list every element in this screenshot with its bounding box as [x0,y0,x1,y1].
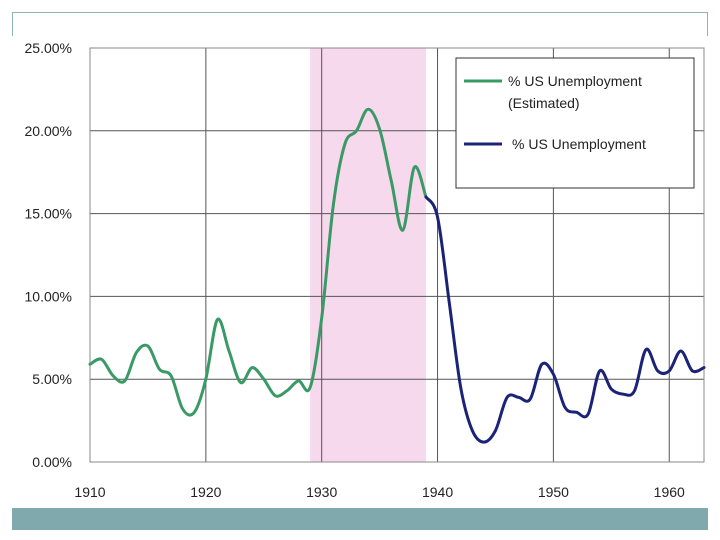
y-tick-label: 15.00% [25,206,72,222]
legend-label-estimated-line1: % US Unemployment [508,73,642,89]
y-tick-label: 25.00% [25,40,72,56]
legend-label-actual: % US Unemployment [512,136,646,152]
slide-top-frame [12,12,708,36]
plot-border [89,47,705,463]
legend: % US Unemployment (Estimated) % US Unemp… [455,57,695,189]
x-tick-label: 1920 [190,484,221,500]
slide-bottom-bar [12,508,708,530]
x-tick-label: 1940 [422,484,453,500]
x-tick-label: 1960 [654,484,685,500]
series-line-estimated [88,107,428,417]
y-tick-label: 0.00% [32,454,72,470]
x-tick-label: 1910 [74,484,105,500]
series-lines [88,107,706,444]
y-tick-label: 20.00% [25,123,72,139]
series-line-actual [424,195,706,444]
y-tick-label: 5.00% [32,371,72,387]
x-axis-tick-labels: 1910 1920 1930 1940 1950 1960 [74,484,685,500]
y-tick-label: 10.00% [25,288,72,304]
x-tick-label: 1950 [538,484,569,500]
legend-label-estimated-line2: (Estimated) [508,95,580,111]
x-tick-label: 1930 [306,484,337,500]
y-axis-tick-labels: 0.00% 5.00% 10.00% 15.00% 20.00% 25.00% [25,40,72,470]
